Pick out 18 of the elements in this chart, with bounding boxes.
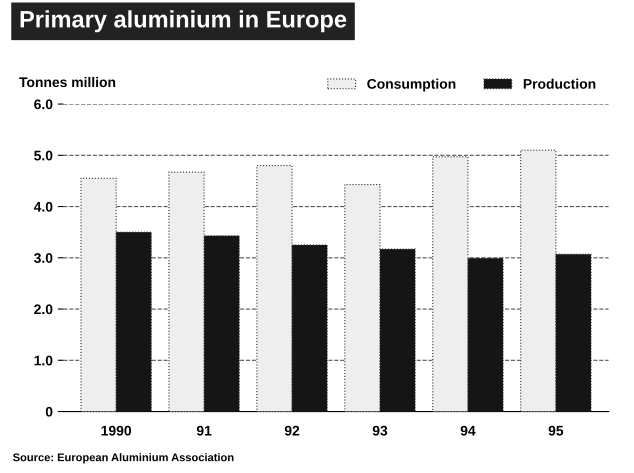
chart-title: Primary aluminium in Europe <box>20 10 346 32</box>
x-tick-label: 1990 <box>102 426 132 436</box>
legend-label: Production <box>524 78 596 89</box>
legend-label: Consumption <box>367 78 456 92</box>
x-tick-label: 92 <box>284 426 300 436</box>
x-tick-label: 91 <box>196 426 212 436</box>
source-note: Source: European Aluminium Association <box>13 453 234 464</box>
x-tick-label: 94 <box>460 426 476 436</box>
y-tick-label: 2.0 <box>34 304 52 314</box>
y-tick-label: 1.0 <box>34 356 52 366</box>
y-tick-label: 4.0 <box>34 202 52 212</box>
x-tick-label: 93 <box>372 426 388 436</box>
x-tick-label: 95 <box>548 426 564 436</box>
y-tick-label: 5.0 <box>34 150 52 160</box>
y-tick-label: 6.0 <box>34 99 52 110</box>
y-tick-label: 3.0 <box>34 253 52 263</box>
y-axis-title: Tonnes million <box>19 76 116 88</box>
y-tick-label: 0 <box>46 406 52 417</box>
